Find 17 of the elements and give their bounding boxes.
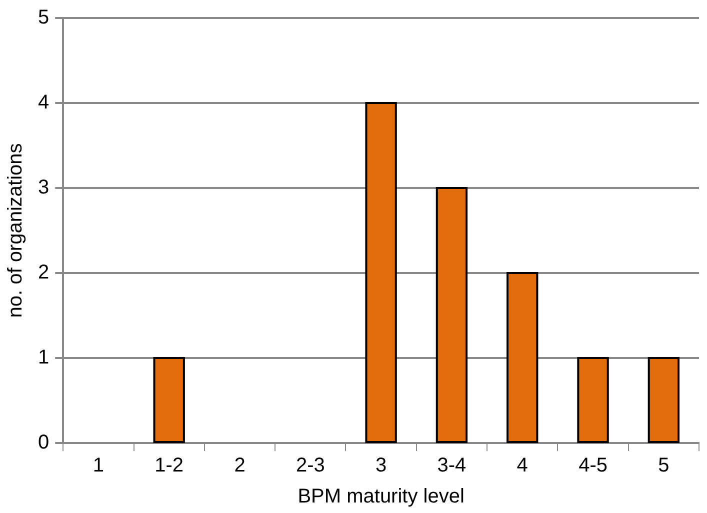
x-axis-title: BPM maturity level (298, 486, 464, 508)
y-tick-label: 3 (38, 176, 50, 199)
x-tick-label: 2-3 (296, 454, 325, 477)
x-tick-label: 5 (658, 454, 670, 477)
x-tick-label: 1 (92, 454, 104, 477)
y-tick-label: 0 (38, 432, 50, 454)
x-tick-label: 1-2 (154, 454, 184, 477)
y-tick-label: 1 (38, 346, 50, 369)
y-tick-label: 5 (38, 6, 50, 29)
x-tick-label: 3-4 (437, 454, 466, 477)
y-tick-label: 2 (38, 262, 50, 284)
x-tick-label: 3 (376, 454, 387, 477)
x-tick-label: 4 (516, 454, 528, 477)
x-tick-label: 2 (234, 454, 246, 477)
y-axis-title: no. of organizations (4, 143, 27, 318)
x-tick-label: 4-5 (578, 454, 608, 477)
y-tick-label: 4 (38, 92, 50, 114)
